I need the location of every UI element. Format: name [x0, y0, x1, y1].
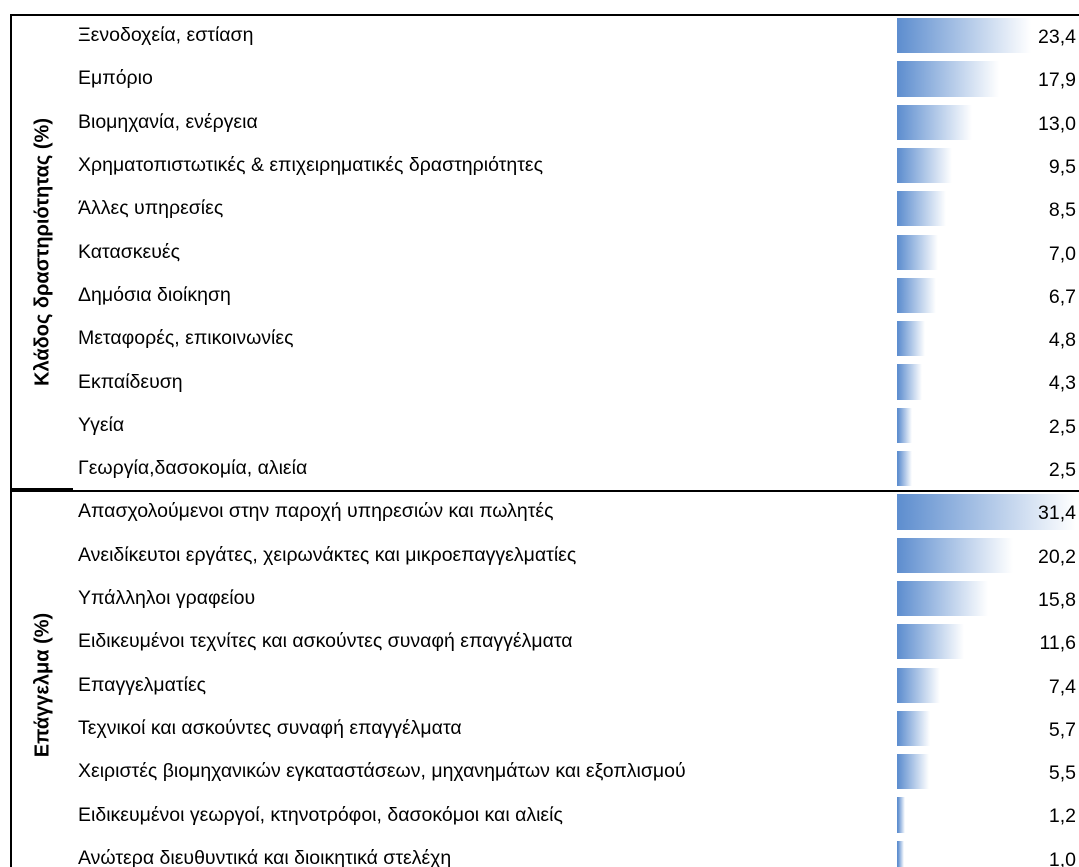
row-label: Υπάλληλοι γραφείου: [78, 587, 256, 610]
row-value: 20,2: [1038, 545, 1076, 568]
row-value: 17,9: [1038, 69, 1076, 92]
data-bar: [897, 754, 930, 790]
row-value: 13,0: [1038, 112, 1076, 135]
row-label: Δημόσια διοίκηση: [78, 283, 231, 306]
row-label: Ανειδίκευτοι εργάτες, χειρωνάκτες και μι…: [78, 543, 577, 566]
data-bar: [897, 104, 972, 140]
data-bar: [897, 61, 1000, 97]
data-bar: [897, 277, 936, 314]
row-label: Εμπόριο: [78, 67, 153, 90]
row-value: 7,0: [1048, 242, 1076, 265]
data-bar: [897, 321, 926, 357]
row-label: Κατασκευές: [78, 240, 180, 263]
row-label: Άλλες υπηρεσίες: [78, 197, 224, 220]
row-label: Υγεία: [78, 413, 125, 436]
row-value: 2,5: [1048, 415, 1076, 438]
row-value: 7,4: [1048, 675, 1076, 698]
row-label: Μεταφορές, επικοινωνίες: [78, 327, 294, 350]
row-value: 31,4: [1038, 502, 1076, 525]
row-value: 15,8: [1038, 588, 1076, 611]
data-bar: [897, 147, 952, 184]
row-value: 1,2: [1048, 805, 1076, 828]
data-bar: [897, 624, 964, 660]
data-bar: [897, 710, 931, 747]
row-value: 11,6: [1039, 632, 1076, 655]
section-title: Κλάδος δραστηριότητας (%): [31, 118, 53, 387]
row-value: 9,5: [1048, 155, 1076, 178]
row-value: 4,8: [1048, 329, 1076, 352]
row-value: 2,5: [1048, 459, 1076, 481]
data-bar: [897, 191, 947, 227]
data-bar: [897, 537, 1013, 573]
row-label: Γεωργία,δασοκομία, αλιεία: [78, 457, 308, 480]
section-divider: [10, 490, 1079, 493]
section-title: Επάγγελμα (%): [31, 612, 53, 758]
row-label: Ειδικευμένοι γεωργοί, κτηνοτρόφοι, δασοκ…: [78, 803, 563, 826]
section-divider: [10, 14, 1079, 16]
row-label: Χρηματοπιστωτικές & επιχειρηματικές δρασ…: [78, 154, 543, 177]
row-value: 5,7: [1048, 718, 1076, 741]
data-bar: [897, 364, 923, 400]
section-header-cell: Επάγγελμα (%): [10, 490, 73, 867]
data-bar: [897, 451, 913, 487]
row-value: 5,5: [1048, 762, 1076, 785]
row-label: Επαγγελματίες: [78, 673, 207, 696]
data-bar: [897, 494, 1077, 530]
row-label: Απασχολούμενοι στην παροχή υπηρεσιών και…: [78, 500, 554, 523]
section-header-cell: Κλάδος δραστηριότητας (%): [10, 14, 73, 491]
row-value: 4,3: [1048, 372, 1076, 395]
row-label: Χειριστές βιομηχανικών εγκαταστάσεων, μη…: [78, 760, 686, 783]
row-label: Ξενοδοχεία, εστίαση: [78, 24, 254, 47]
data-bar: [897, 797, 905, 833]
data-bar: [897, 234, 938, 270]
data-bar: [897, 840, 904, 867]
data-bar: [897, 580, 988, 617]
data-bar: [897, 667, 940, 703]
data-bar: [897, 18, 1031, 54]
row-label: Τεχνικοί και ασκούντες συναφή επαγγέλματ…: [78, 716, 462, 739]
row-label: Βιομηχανία, ενέργεια: [78, 110, 258, 133]
row-label: Ανώτερα διευθυντικά και διοικητικά στελέ…: [78, 846, 452, 867]
data-bar: [897, 407, 913, 443]
row-value: 6,7: [1048, 285, 1076, 308]
row-value: 1,0: [1048, 848, 1076, 867]
row-value: 23,4: [1038, 26, 1076, 48]
row-value: 8,5: [1048, 199, 1076, 222]
row-label: Ειδικευμένοι τεχνίτες και ασκούντες συνα…: [78, 630, 573, 653]
row-label: Εκπαίδευση: [78, 370, 183, 393]
